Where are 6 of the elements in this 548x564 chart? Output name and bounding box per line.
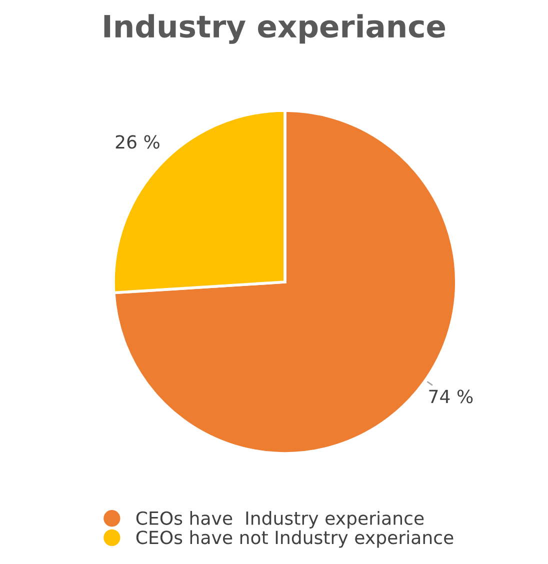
data-label: 74 % — [429, 390, 473, 404]
legend-label: CEOs have not Industry experiance — [136, 530, 454, 548]
chart-title: Industry experiance — [104, 14, 445, 44]
data-label: 26 % — [116, 135, 160, 149]
pie-slice — [112, 109, 458, 455]
legend-label: CEOs have Industry experiance — [136, 510, 424, 528]
